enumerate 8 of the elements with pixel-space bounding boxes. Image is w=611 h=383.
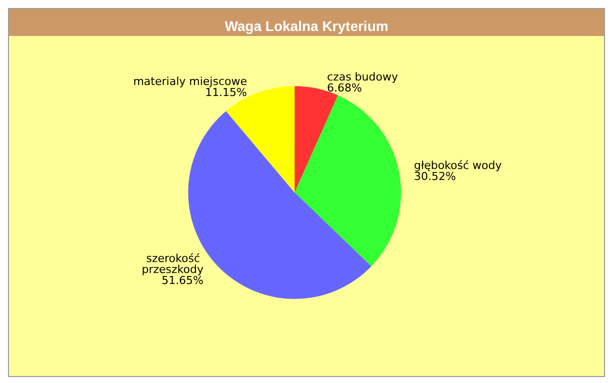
slice-label: czas budowy [327,70,398,84]
slice-label: materialy miejscowe [133,74,248,88]
data-label: 30.52% [414,170,456,184]
slice-label: szerokość przeszkody [142,252,204,276]
data-label: 11.15% [205,86,248,99]
slice-label: głębokość wody [414,159,502,172]
data-label: 6.68% [327,82,362,95]
chart-title: Waga Lokalna Kryterium [224,18,388,34]
